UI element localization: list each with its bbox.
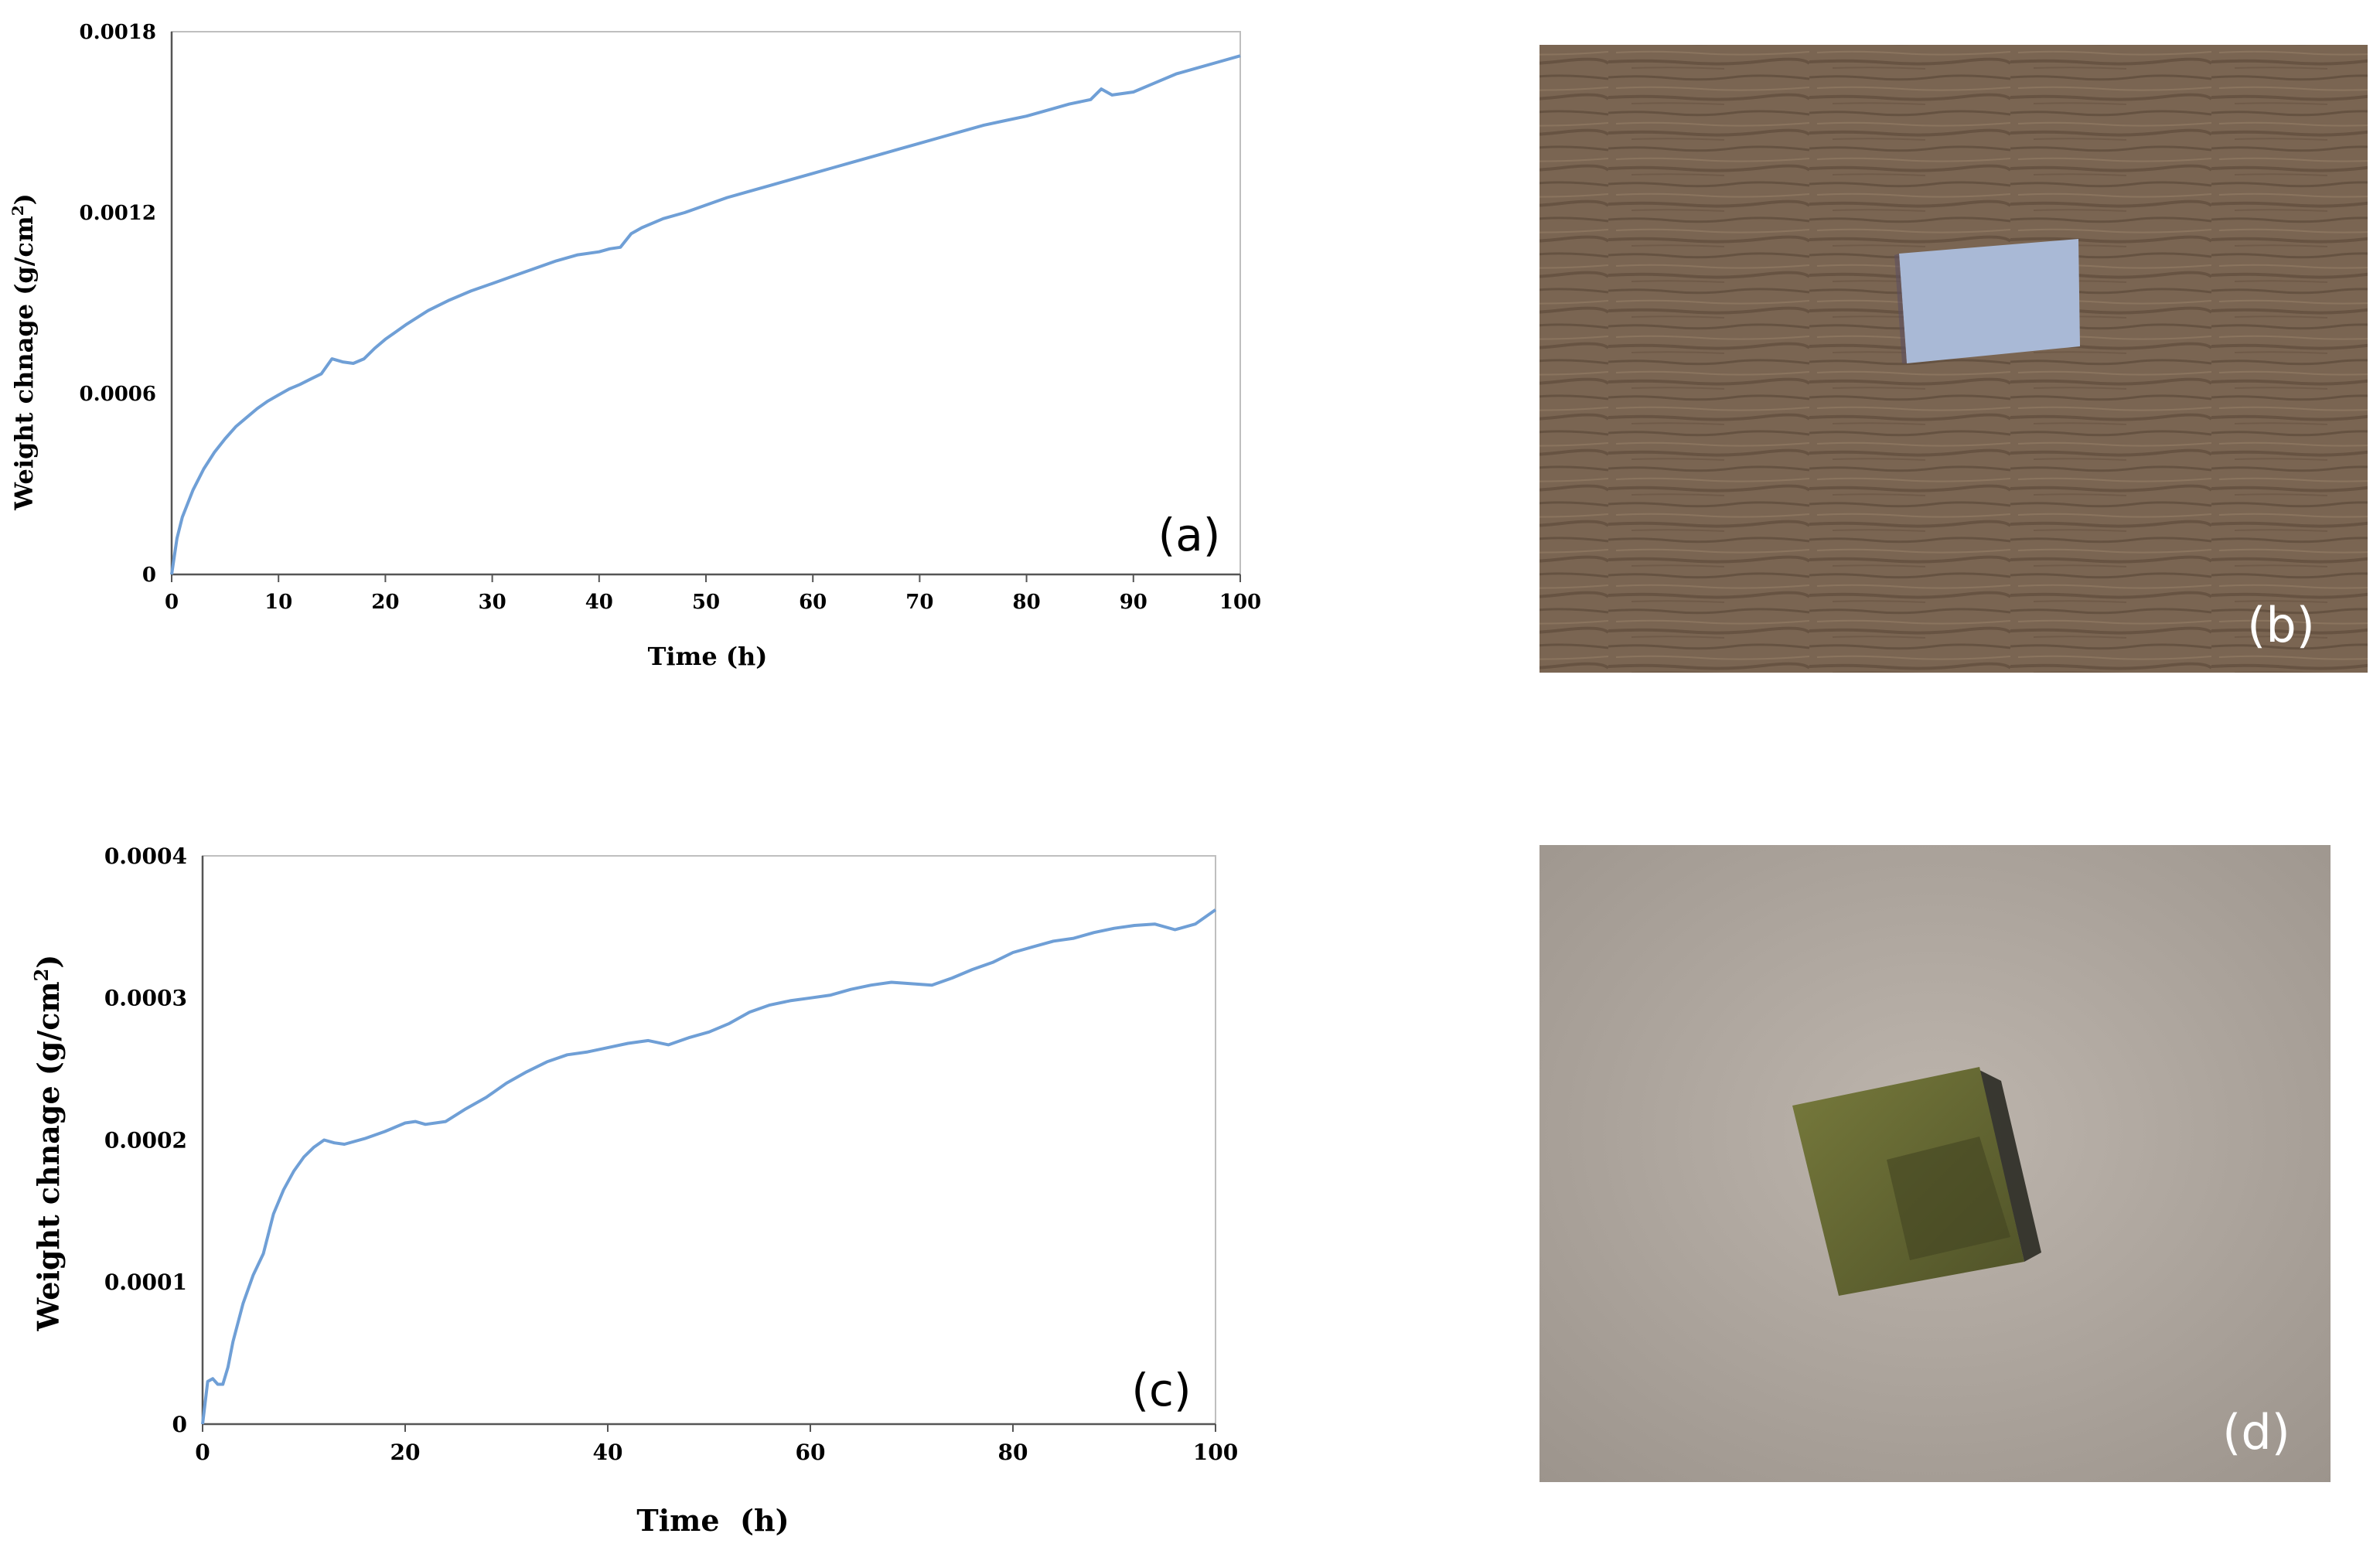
a-x-tick-label: 60 bbox=[799, 591, 827, 614]
chart-c-xlabel: Time (h) bbox=[636, 1503, 789, 1538]
a-y-tick-label: 0.0018 bbox=[79, 21, 156, 44]
c-y-tick-label: 0.0002 bbox=[104, 1127, 187, 1153]
chart-c: 0 20 40 60 80 100 0 0.0001 0.0002 0.0003 0.0004 Ti… bbox=[30, 843, 1238, 1538]
photo-b: (b) bbox=[1539, 45, 2368, 673]
photo-b-blue-sample bbox=[1899, 239, 2080, 363]
chart-a-marks bbox=[170, 54, 1241, 575]
photo-d-sample-shadow bbox=[1979, 1070, 2041, 1262]
chart-a: 0 10 20 30 40 50 60 70 80 90 100 0 0.0006 0.0012 0.001… bbox=[9, 21, 1261, 671]
a-x-tick-label: 50 bbox=[692, 591, 720, 614]
a-series-line bbox=[170, 54, 1241, 575]
a-x-tick-label: 20 bbox=[371, 591, 399, 614]
chart-c-panel-label: (c) bbox=[1131, 1364, 1191, 1416]
c-y-tick-label: 0.0004 bbox=[104, 843, 187, 869]
c-x-tick-label: 40 bbox=[593, 1440, 623, 1465]
photo-b-panel-label: (b) bbox=[2247, 597, 2315, 653]
a-plot-frame bbox=[171, 31, 1241, 575]
a-x-tick-label: 70 bbox=[905, 591, 933, 614]
a-x-tick-label: 10 bbox=[264, 591, 292, 614]
c-x-tick-label: 0 bbox=[195, 1440, 210, 1465]
photo-d-panel-label: (d) bbox=[2222, 1404, 2290, 1460]
a-x-tick-label: 80 bbox=[1013, 591, 1041, 614]
a-y-tick-label: 0 bbox=[142, 564, 156, 587]
chart-a-ylabel: Weight chnage (g/cm2) bbox=[9, 193, 39, 511]
chart-a-xlabel: Time (h) bbox=[648, 642, 768, 671]
c-x-tick-label: 20 bbox=[390, 1440, 421, 1465]
a-y-tick-label: 0.0012 bbox=[79, 202, 156, 225]
chart-c-ylabel: Weight chnage (g/cm2) bbox=[30, 955, 66, 1332]
photo-d: (d) bbox=[1539, 845, 2331, 1482]
chart-a-ticks: 0 10 20 30 40 50 60 70 80 90 100 0 0.0006 0.0012 0.001… bbox=[79, 21, 1261, 614]
c-x-tick-label: 100 bbox=[1193, 1440, 1238, 1465]
chart-a-panel-label: (a) bbox=[1158, 509, 1221, 561]
a-x-tick-label: 90 bbox=[1120, 591, 1147, 614]
chart-c-marks bbox=[201, 908, 1217, 1425]
a-y-tick-label: 0.0006 bbox=[79, 383, 156, 406]
a-x-tick-label: 30 bbox=[479, 591, 506, 614]
photo-d-sample-dark-patch bbox=[1887, 1137, 2010, 1260]
a-x-tick-label: 40 bbox=[585, 591, 613, 614]
chart-c-axes bbox=[201, 855, 1216, 1426]
chart-a-axes bbox=[170, 31, 1241, 576]
c-series-line bbox=[201, 908, 1217, 1425]
c-y-tick-label: 0.0003 bbox=[104, 986, 187, 1011]
photo-b-sample-shadow bbox=[1894, 254, 1907, 363]
a-x-tick-label: 0 bbox=[165, 591, 179, 614]
c-y-tick-label: 0 bbox=[172, 1412, 187, 1437]
c-x-tick-label: 80 bbox=[998, 1440, 1028, 1465]
a-x-tick-label: 100 bbox=[1219, 591, 1261, 614]
chart-c-ticks: 0 20 40 60 80 100 0 0.0001 0.0002 0.0003 0.0004 bbox=[104, 843, 1238, 1465]
c-y-tick-label: 0.0001 bbox=[104, 1269, 187, 1295]
c-x-tick-label: 60 bbox=[796, 1440, 826, 1465]
